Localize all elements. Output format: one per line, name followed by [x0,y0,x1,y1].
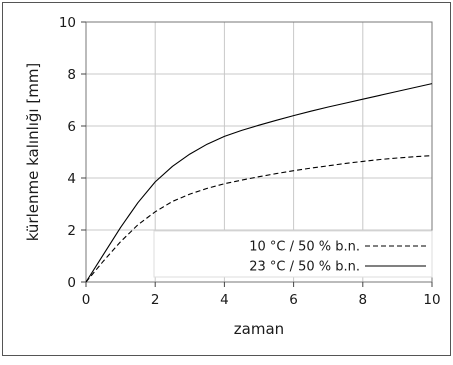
legend: 10 °C / 50 % b.n. 23 °C / 50 % b.n. [153,230,433,278]
x-tick-label: 4 [220,292,229,308]
series-line-1 [85,155,433,283]
plot-frame [85,21,433,283]
plot-area: 0 2 4 6 8 10 0 2 4 6 8 10 10 °C / 50 % b.n. 23 °C / … [59,15,441,308]
legend-label: 10 °C / 50 % b.n. [249,240,360,255]
y-tick-label: 2 [67,223,76,239]
series-lines [85,83,433,283]
y-tick-label: 10 [59,15,76,31]
x-tick-label: 10 [423,292,440,308]
y-tick-label: 6 [67,119,76,135]
x-tick-label: 2 [151,292,160,308]
x-tick-label: 0 [82,292,91,308]
y-tick-label: 8 [67,67,76,83]
y-tick-label: 4 [67,171,76,187]
y-tick-label: 0 [67,275,76,291]
legend-box [153,230,433,278]
axes: 0 2 4 6 8 10 0 2 4 6 8 10 [59,15,441,308]
legend-label: 23 °C / 50 % b.n. [249,260,360,275]
x-axis-title: zaman [234,320,284,338]
x-tick-label: 6 [289,292,298,308]
x-tick-label: 8 [359,292,368,308]
y-axis-title: kürlenme kalınlığı [mm] [24,63,42,242]
series-line-2 [85,83,433,283]
